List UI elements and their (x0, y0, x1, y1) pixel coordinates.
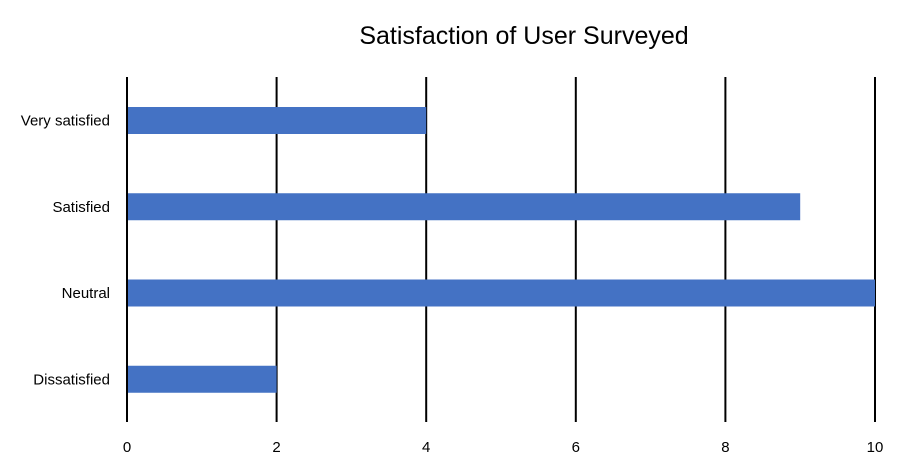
chart-title: Satisfaction of User Surveyed (359, 22, 688, 50)
bars (126, 77, 875, 422)
x-tick-label: 4 (422, 439, 430, 456)
x-tick-label: 2 (272, 439, 280, 456)
x-tick-label: 8 (721, 439, 729, 456)
category-label: Neutral (62, 285, 110, 302)
category-label: Dissatisfied (33, 371, 110, 388)
value-axis-labels: 0 2 4 6 8 10 (123, 439, 884, 456)
bar-very-satisfied (127, 107, 427, 134)
x-tick-label: 0 (123, 439, 131, 456)
category-label: Satisfied (52, 199, 110, 216)
category-axis-labels: Very satisfied Satisfied Neutral Dissatisfi… (21, 113, 110, 389)
x-tick-label: 10 (867, 439, 884, 456)
category-label: Very satisfied (21, 113, 110, 130)
bar-dissatisfied (127, 365, 277, 393)
bar-satisfied (127, 193, 801, 221)
x-tick-label: 6 (572, 439, 580, 456)
bar-neutral (127, 279, 875, 307)
